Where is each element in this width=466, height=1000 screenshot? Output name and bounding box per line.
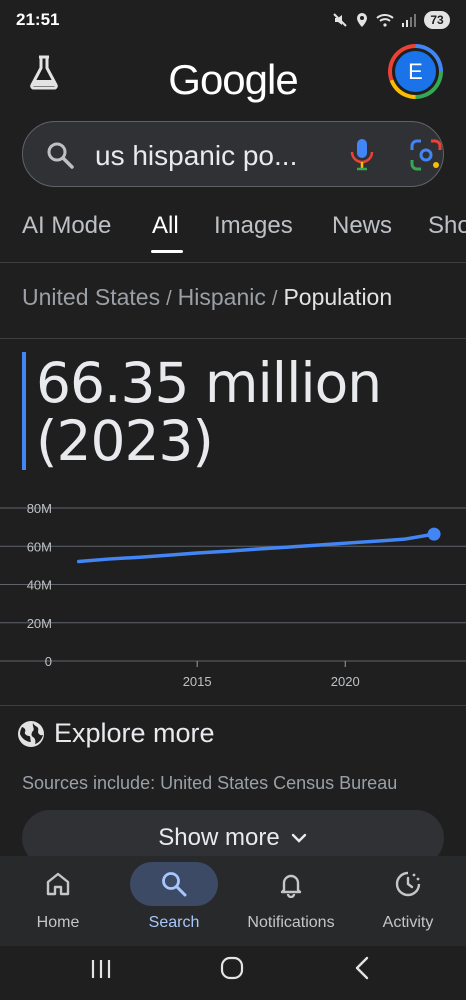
status-icons: 73 — [332, 11, 450, 29]
lens-icon[interactable] — [409, 138, 443, 172]
search-input[interactable]: us hispanic po... — [22, 121, 444, 187]
divider — [0, 262, 466, 263]
answer-card: 66.35 million (2023) — [22, 352, 452, 470]
x-tick-label: 2015 — [183, 674, 212, 689]
search-icon — [162, 872, 187, 897]
search-icon — [47, 142, 74, 169]
chevron-down-icon — [291, 833, 306, 843]
tab-ai-mode[interactable]: AI Mode — [22, 212, 112, 239]
header: Google E — [0, 40, 466, 120]
tab-images[interactable]: Images — [214, 212, 293, 239]
tab-shopping[interactable]: Sho — [428, 212, 466, 239]
tab-active-indicator — [151, 250, 183, 253]
nav-notifications[interactable]: Notifications — [233, 856, 349, 946]
google-logo: Google — [168, 56, 298, 103]
activity-icon — [395, 871, 421, 897]
mic-icon[interactable] — [345, 136, 379, 172]
nav-home[interactable]: Home — [0, 856, 116, 946]
wifi-icon — [376, 14, 394, 27]
y-tick-label: 80M — [27, 501, 52, 516]
answer-value: 66.35 million — [36, 351, 382, 415]
divider — [0, 338, 466, 339]
tab-news[interactable]: News — [332, 212, 393, 239]
nav-search-label: Search — [148, 914, 200, 931]
avatar[interactable]: E — [388, 44, 443, 99]
data-point-latest — [427, 527, 441, 541]
y-tick-label: 20M — [27, 616, 52, 631]
y-tick-label: 0 — [45, 654, 52, 669]
nav-home-label: Home — [36, 914, 80, 931]
breadcrumb-item-population: Population — [283, 284, 393, 310]
search-tabs: AI Mode All Images News Sho — [0, 200, 466, 260]
y-tick-label: 60M — [27, 539, 52, 554]
bottom-nav: Home Search Notifications — [0, 856, 466, 946]
status-bar: 21:51 73 — [0, 0, 466, 40]
signal-icon — [402, 14, 416, 27]
nav-search[interactable]: Search — [116, 856, 232, 946]
system-nav — [0, 946, 466, 1000]
home-circle-icon[interactable] — [219, 955, 245, 981]
bell-icon — [280, 874, 302, 898]
avatar-letter: E — [395, 51, 436, 92]
x-tick-label: 2020 — [331, 674, 360, 689]
breadcrumb-item-hispanic[interactable]: Hispanic — [177, 284, 266, 310]
globe-icon — [18, 720, 44, 747]
population-chart[interactable]: 80M 60M 40M 20M 0 2015 2020 — [0, 490, 466, 700]
search-query[interactable]: us hispanic po... — [95, 140, 298, 171]
recents-icon[interactable] — [88, 956, 114, 982]
answer-year: (2023) — [36, 409, 214, 473]
divider — [0, 705, 466, 706]
nav-activity-label: Activity — [382, 914, 434, 931]
show-more-label: Show more — [158, 824, 280, 851]
nav-notifications-label: Notifications — [247, 914, 335, 931]
breadcrumb-item-united-states[interactable]: United States — [22, 284, 161, 310]
sources-text: Sources include: United States Census Bu… — [22, 773, 398, 793]
battery-icon: 73 — [424, 11, 450, 29]
explore-more-label: Explore more — [54, 718, 215, 748]
breadcrumb-separator: / — [271, 288, 278, 310]
series-line — [76, 532, 436, 564]
tab-all[interactable]: All — [152, 212, 179, 239]
home-icon — [46, 872, 70, 896]
explore-more[interactable]: Explore more — [16, 718, 215, 749]
back-icon[interactable] — [350, 955, 376, 981]
y-tick-label: 40M — [27, 578, 52, 593]
breadcrumb-separator: / — [166, 288, 172, 310]
nav-activity[interactable]: Activity — [350, 856, 466, 946]
status-time: 21:51 — [16, 10, 60, 29]
flask-icon[interactable] — [24, 52, 64, 92]
breadcrumb: United States / Hispanic / Population — [22, 284, 392, 311]
location-icon — [357, 13, 367, 27]
mute-icon — [333, 13, 347, 27]
